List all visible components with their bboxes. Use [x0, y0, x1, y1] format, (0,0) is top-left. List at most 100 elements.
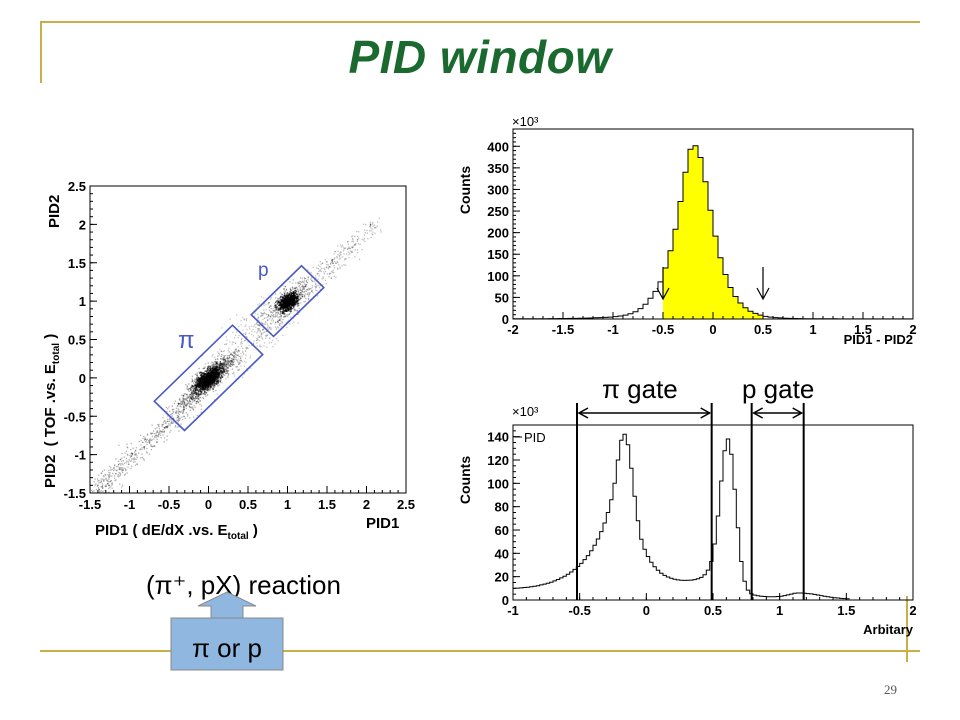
scatter-point [331, 260, 333, 262]
scatter-point [273, 310, 275, 312]
scatter-point [281, 321, 284, 323]
scatter-point [204, 384, 206, 387]
scatter-point [344, 247, 346, 249]
scatter-point [218, 368, 220, 370]
scatter-point [310, 288, 312, 290]
scatter-point [288, 299, 290, 301]
scatter-point [301, 291, 303, 293]
scatter-point [228, 370, 230, 372]
histogram-bin [743, 307, 748, 319]
scatter-point [98, 479, 100, 482]
scatter-point [133, 459, 135, 461]
scatter-point [282, 296, 284, 298]
scatter-point [281, 313, 283, 315]
scatter-point [98, 489, 100, 491]
scatter-point [303, 291, 305, 293]
scatter-point [210, 376, 212, 378]
scatter-point [299, 287, 301, 289]
scatter-point [207, 373, 209, 375]
scatter-point [227, 359, 229, 362]
scatter-point [126, 460, 128, 462]
scatter-point [373, 224, 376, 226]
scatter-point [190, 398, 193, 400]
scatter-point [141, 453, 143, 455]
scatter-point [157, 436, 160, 438]
scatter-point [191, 395, 193, 397]
scatter-point [270, 328, 272, 331]
scatter-point [337, 250, 339, 252]
scatter-point [226, 339, 228, 341]
scatter-point [201, 384, 203, 387]
scatter-point [222, 366, 224, 368]
scatter-point [306, 293, 309, 295]
scatter-point [200, 392, 202, 394]
scatter-point [101, 483, 103, 485]
scatter-point [288, 314, 290, 316]
scatter-point [212, 386, 214, 388]
scatter-point [131, 452, 133, 454]
scatter-point [202, 375, 205, 377]
scatter-point [201, 382, 203, 384]
scatter-point [213, 363, 215, 365]
scatter-point [293, 297, 296, 300]
scatter-point [146, 452, 148, 454]
scatter-point [290, 310, 292, 312]
scatter-point [274, 316, 276, 318]
scatter-point [312, 281, 314, 283]
scatter-point [219, 369, 221, 371]
scatter-point [159, 430, 161, 432]
scatter-point [295, 290, 297, 292]
scatter-point [214, 375, 216, 378]
scatter-point [221, 367, 223, 369]
scatter-point [257, 324, 259, 326]
scatter-point [287, 300, 289, 303]
scatter-point [286, 307, 288, 309]
scatter-point [290, 295, 292, 297]
scatter-point [372, 223, 374, 225]
scatter-point [220, 363, 222, 365]
scatter-point [161, 431, 163, 434]
scatter-point [158, 433, 160, 435]
y-tick-label: 400 [487, 139, 509, 154]
scatter-point [160, 430, 162, 433]
scatter-point [303, 285, 305, 288]
scatter-point [199, 399, 201, 402]
scatter-point [213, 374, 215, 377]
gate-lines [576, 403, 805, 600]
scatter-point [302, 287, 304, 289]
scatter-point [279, 309, 281, 311]
scatter-point [192, 393, 194, 395]
scatter-point [351, 251, 354, 253]
scatter-point [248, 344, 250, 347]
pid-histogram-ylabel: Counts [457, 456, 473, 504]
scatter-point [301, 286, 304, 288]
scatter-point [196, 393, 198, 395]
scatter-point [289, 303, 291, 305]
scatter-point [282, 303, 284, 305]
scatter-point [290, 297, 292, 299]
scatter-point [201, 386, 203, 388]
scatter-point [263, 309, 265, 311]
scatter-point [153, 445, 155, 447]
scatter-point [302, 287, 305, 289]
scatter-point [192, 395, 194, 398]
scatter-point [201, 391, 203, 393]
scatter-point [309, 292, 311, 294]
scatter-point [120, 467, 122, 469]
scatter-point [263, 305, 265, 307]
scatter-point [102, 478, 104, 480]
scatter-point [246, 329, 248, 331]
scatter-point [287, 313, 289, 316]
scatter-point [274, 343, 276, 345]
scatter-point [262, 313, 264, 315]
scatter-point [267, 316, 269, 318]
scatter-point [196, 379, 198, 381]
scatter-point [224, 358, 226, 360]
scatter-point [245, 318, 248, 320]
scatter-point [108, 476, 110, 479]
scatter-point [288, 302, 290, 305]
scatter-point [292, 303, 294, 306]
scatter-point [194, 396, 197, 398]
scatter-point [277, 309, 279, 312]
scatter-point [356, 238, 358, 241]
